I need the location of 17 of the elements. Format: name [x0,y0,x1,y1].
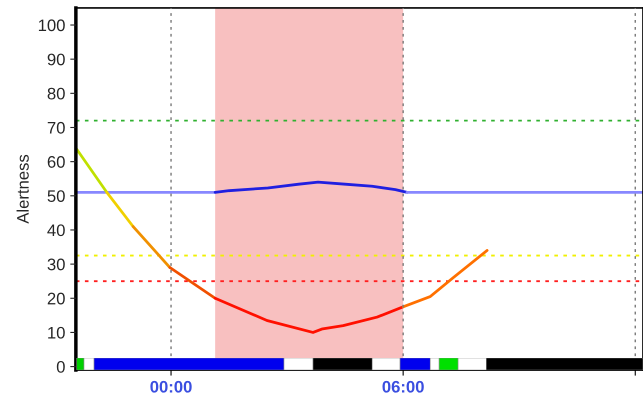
y-tick-label: 40 [47,224,65,236]
x-tick-label: 06:00 [382,380,424,393]
y-tick-label: 0 [56,360,65,373]
line-series [402,249,488,308]
y-tick-label: 30 [48,258,65,270]
y-tick-label: 70 [48,122,65,134]
y-tick-label: 50 [48,190,65,202]
x-tick-label: 00:00 [150,380,192,393]
y-axis-title: Alertness [16,154,29,224]
y-tick-label: 60 [48,156,65,168]
line-series [214,180,408,194]
y-tick-label: 90 [48,54,65,66]
y-tick-label: 100 [38,19,65,32]
y-tick-label: 80 [48,88,65,100]
y-tick-label: 10 [48,326,65,339]
y-tick-label: 20 [48,292,65,304]
line-series [214,296,405,334]
